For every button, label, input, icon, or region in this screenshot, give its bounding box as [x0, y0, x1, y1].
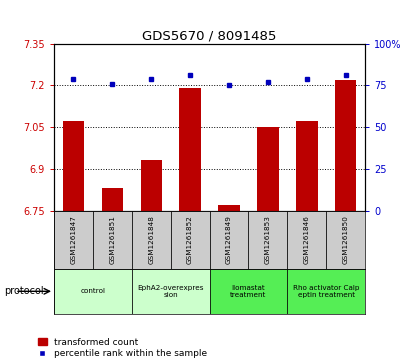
Bar	[287, 269, 365, 314]
Text: Rho activator Calp
eptin treatment: Rho activator Calp eptin treatment	[293, 285, 359, 298]
Bar	[179, 88, 201, 211]
Text: EphA2-overexpres
sion: EphA2-overexpres sion	[137, 285, 204, 298]
Bar	[102, 188, 123, 211]
Text: GSM1261851: GSM1261851	[109, 215, 115, 264]
Bar	[257, 127, 278, 211]
Bar	[210, 211, 249, 269]
Text: GSM1261847: GSM1261847	[71, 215, 76, 264]
Bar	[210, 269, 287, 314]
Text: Ilomastat
treatment: Ilomastat treatment	[230, 285, 267, 298]
Bar	[93, 211, 132, 269]
Text: GSM1261850: GSM1261850	[343, 215, 349, 264]
Text: GSM1261846: GSM1261846	[304, 215, 310, 264]
Text: control: control	[81, 288, 105, 294]
Bar	[335, 80, 356, 211]
Text: GSM1261849: GSM1261849	[226, 215, 232, 264]
Bar	[132, 211, 171, 269]
Text: GSM1261852: GSM1261852	[187, 215, 193, 264]
Bar	[326, 211, 365, 269]
Legend: transformed count, percentile rank within the sample: transformed count, percentile rank withi…	[38, 338, 207, 359]
Bar	[132, 269, 210, 314]
Text: GSM1261848: GSM1261848	[148, 215, 154, 264]
Bar	[296, 122, 317, 211]
Bar	[54, 211, 93, 269]
Bar	[54, 269, 132, 314]
Bar	[171, 211, 210, 269]
Bar	[287, 211, 326, 269]
Bar	[141, 160, 162, 211]
Bar	[249, 211, 287, 269]
Bar	[218, 205, 240, 211]
Title: GDS5670 / 8091485: GDS5670 / 8091485	[142, 29, 277, 42]
Bar	[63, 122, 84, 211]
Text: protocol: protocol	[4, 286, 44, 296]
Text: GSM1261853: GSM1261853	[265, 215, 271, 264]
